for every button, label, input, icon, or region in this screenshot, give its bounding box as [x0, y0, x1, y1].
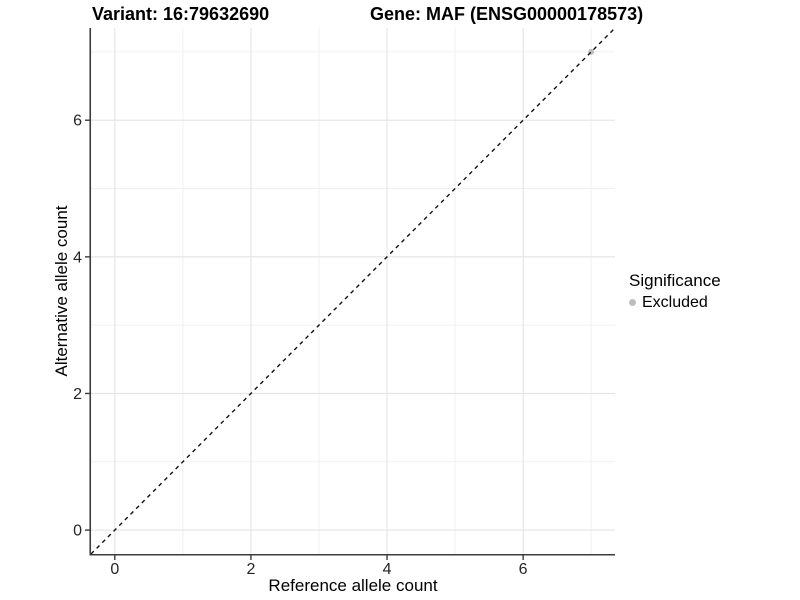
- legend-item-label: Excluded: [642, 294, 708, 311]
- x-tick-label: 2: [246, 561, 255, 578]
- y-tick-label: 2: [73, 386, 82, 403]
- legend: Significance Excluded: [629, 271, 721, 312]
- y-tick-label: 4: [73, 249, 82, 266]
- variant-title: Variant: 16:79632690: [92, 4, 270, 24]
- x-tick-label: 6: [519, 561, 528, 578]
- gene-title: Gene: MAF (ENSG00000178573): [370, 4, 644, 24]
- identity-line: [90, 27, 616, 555]
- y-tick-label: 6: [73, 113, 82, 130]
- legend-point-swatch: [629, 299, 636, 306]
- legend-title: Significance: [629, 271, 721, 290]
- x-axis-title: Reference allele count: [268, 576, 438, 595]
- y-axis-title: Alternative allele count: [52, 205, 71, 377]
- x-tick-label: 0: [110, 561, 119, 578]
- y-tick-label: 0: [73, 523, 82, 540]
- x-tick-label: 4: [383, 561, 392, 578]
- legend-item: Excluded: [629, 293, 721, 312]
